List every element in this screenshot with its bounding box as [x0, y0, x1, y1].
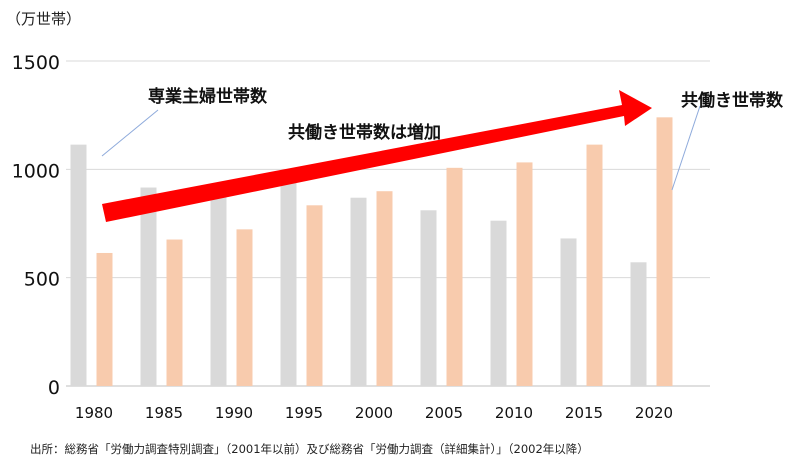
x-tick-label: 2020: [635, 404, 673, 422]
bar-housewife-1985: [140, 187, 157, 386]
bar-housewife-2015: [560, 238, 577, 386]
bar-housewife-2010: [490, 220, 507, 386]
source-note: 出所：総務省「労働力調査特別調査」（2001年以前）及び総務省「労働力調査（詳細…: [30, 442, 589, 456]
trend-annotation: 共働き世帯数は増加: [288, 123, 441, 143]
bar-housewife-1995: [280, 179, 297, 386]
x-tick-label: 2010: [495, 404, 533, 422]
bar-dual-income-2015: [586, 144, 603, 386]
x-tick-label: 1990: [215, 404, 253, 422]
x-tick-label: 1985: [145, 404, 183, 422]
bar-dual-income-2005: [446, 167, 463, 386]
bar-dual-income-1990: [236, 229, 253, 386]
bar-dual-income-1980: [96, 252, 113, 386]
x-tick-label: 2015: [565, 404, 603, 422]
y-tick-label: 500: [24, 269, 60, 291]
y-tick-label: 0: [48, 377, 60, 399]
x-tick-label: 1980: [75, 404, 113, 422]
bar-dual-income-2020: [656, 117, 673, 386]
bar-housewife-2005: [420, 210, 437, 386]
bar-dual-income-1985: [166, 239, 183, 386]
legend-label-dual-income: 共働き世帯数: [681, 91, 783, 111]
bar-housewife-2000: [350, 197, 367, 386]
bar-housewife-2020: [630, 262, 647, 386]
bar-housewife-1990: [210, 191, 227, 386]
x-tick-label: 2000: [355, 404, 393, 422]
bar-housewife-1980: [70, 144, 87, 386]
trend-arrow: [102, 90, 652, 222]
bar-dual-income-2000: [376, 191, 393, 386]
bar-dual-income-1995: [306, 205, 323, 386]
y-axis-unit-label: （万世帯）: [6, 10, 82, 28]
x-tick-label: 1995: [285, 404, 323, 422]
bar-dual-income-2010: [516, 162, 533, 386]
y-tick-label: 1000: [12, 160, 60, 182]
x-tick-label: 2005: [425, 404, 463, 422]
leader-line-dual-income: [671, 105, 701, 191]
y-tick-label: 1500: [12, 52, 60, 74]
leader-line-housewife: [101, 109, 159, 157]
legend-label-housewife: 専業主婦世帯数: [148, 87, 267, 107]
